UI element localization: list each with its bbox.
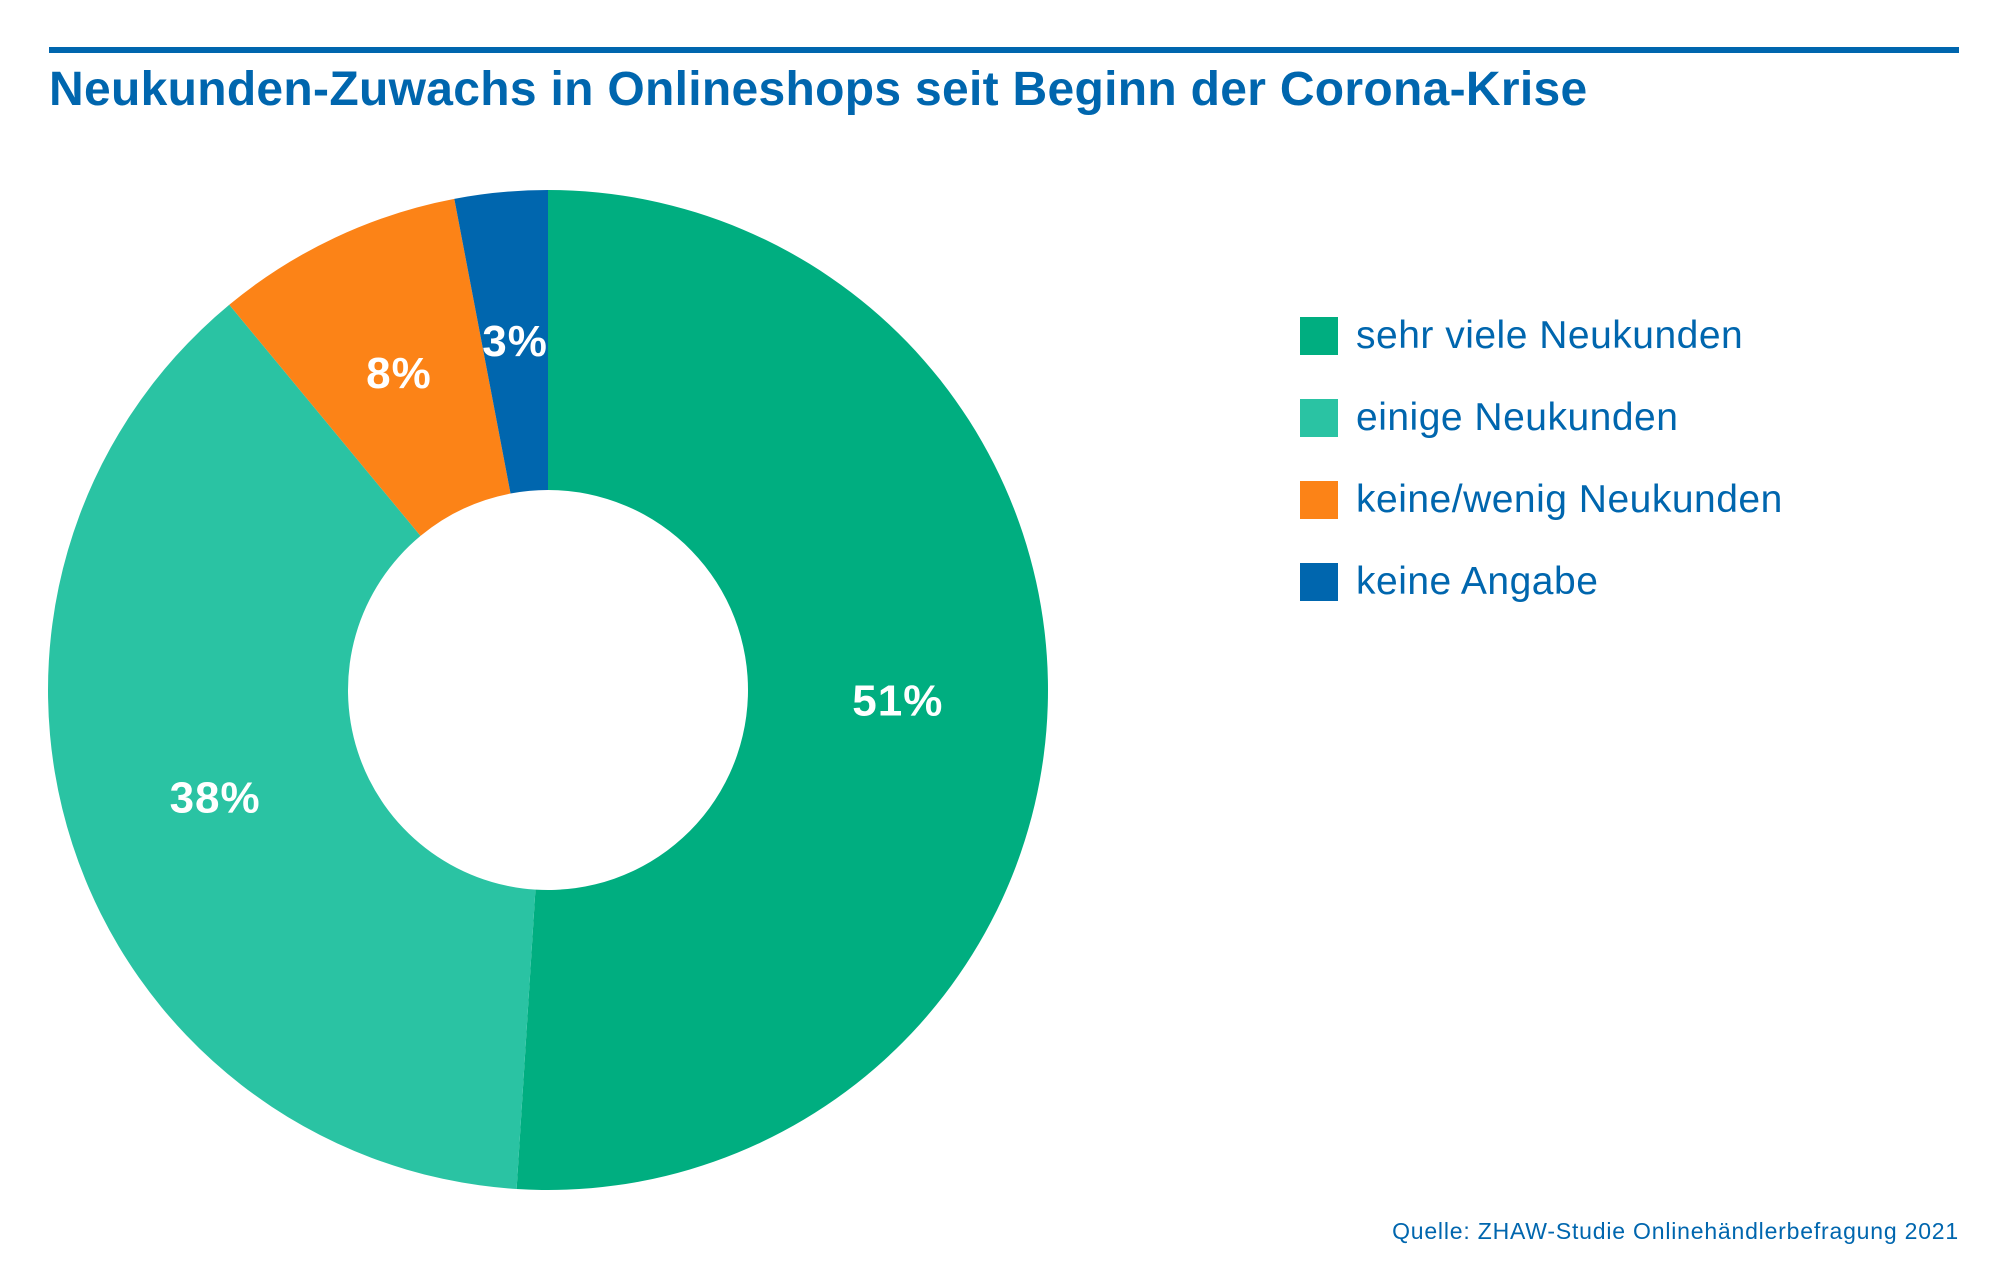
slice-label: 38% — [170, 774, 261, 823]
slice-label: 8% — [366, 349, 432, 398]
legend-item: keine Angabe — [1300, 541, 1783, 623]
legend-label: sehr viele Neukunden — [1356, 314, 1744, 357]
donut-slice — [516, 190, 1049, 1190]
source-note: Quelle: ZHAW-Studie Onlinehändlerbefragu… — [1392, 1218, 1959, 1244]
chart-title: Neukunden-Zuwachs in Onlineshops seit Be… — [49, 63, 1588, 116]
donut-slice — [48, 304, 536, 1190]
slice-label: 51% — [852, 676, 943, 725]
slice-label: 3% — [482, 317, 548, 366]
donut-slice — [454, 190, 548, 494]
legend-label: einige Neukunden — [1356, 396, 1679, 439]
donut-chart: 51% 38% 8% 3% — [48, 190, 1049, 1190]
legend-item: keine/wenig Neukunden — [1300, 459, 1783, 541]
legend-swatch — [1300, 563, 1338, 601]
legend-swatch — [1300, 399, 1338, 437]
legend-item: einige Neukunden — [1300, 377, 1783, 459]
title-rule — [49, 47, 1959, 53]
legend-item: sehr viele Neukunden — [1300, 295, 1783, 377]
legend-swatch — [1300, 481, 1338, 519]
legend: sehr viele Neukunden einige Neukunden ke… — [1300, 295, 1783, 623]
legend-label: keine/wenig Neukunden — [1356, 478, 1783, 521]
legend-label: keine Angabe — [1356, 560, 1599, 603]
legend-swatch — [1300, 317, 1338, 355]
donut-slice — [229, 198, 511, 536]
